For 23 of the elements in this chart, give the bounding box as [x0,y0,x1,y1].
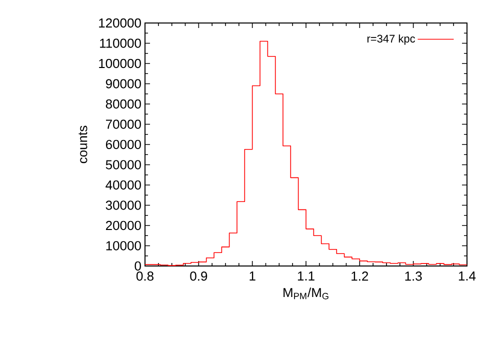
y-axis-title: counts [78,126,88,164]
y-tick-label: 20000 [106,220,141,230]
y-tick-label: 30000 [106,200,141,210]
y-tick-label: 110000 [100,38,141,48]
y-tick-label: 90000 [106,79,141,88]
x-tick-label: 0.9 [190,272,208,281]
y-tick-label: 50000 [106,160,141,170]
legend-label: r=347 kpc [367,34,416,45]
x-tick-label: 1 [250,272,256,280]
x-tick-label: 1.3 [405,272,422,281]
x-tick-label: 1.4 [458,272,476,280]
x-tick-label: 1.1 [298,272,314,280]
y-tick-label: 100000 [99,58,141,68]
y-tick-label: 70000 [106,120,141,129]
y-tick-label: 10000 [106,241,141,250]
x-tick-label: 0.8 [136,272,154,281]
y-tick-label: 120000 [99,18,141,28]
x-tick-label: 1.2 [352,272,368,281]
y-tick-label: 0 [134,261,141,271]
y-tick-label: 60000 [106,140,141,150]
y-tick-label: 80000 [106,99,141,109]
y-tick-label: 40000 [106,180,141,190]
x-axis-title: M$_{PM}$/M$_{G}$ [284,288,328,300]
